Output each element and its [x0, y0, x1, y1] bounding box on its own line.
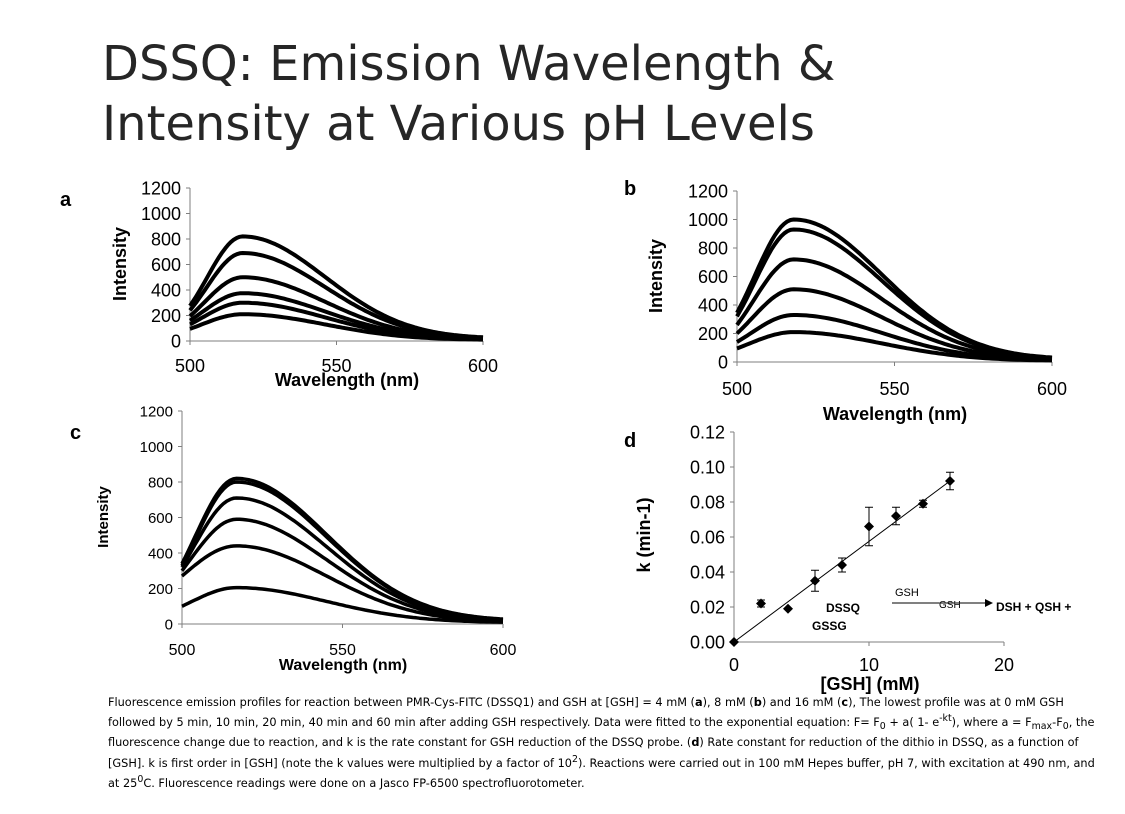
y-tick-label-a: 1000 [141, 204, 181, 224]
panel-label-c: c [70, 422, 82, 444]
y-tick-label-a: 0 [171, 331, 181, 351]
x-tick-label-d: 0 [729, 655, 739, 675]
reaction-arrow-sub-overlay: GSH [939, 600, 961, 611]
y-tick-label-a: 200 [151, 306, 181, 326]
y-axis-label-d: k (min-1) [634, 497, 654, 572]
x-tick-label-c: 600 [490, 642, 517, 659]
y-tick-label-c: 0 [165, 616, 173, 633]
y-tick-label-d: 0.04 [690, 562, 725, 582]
chart-d: 0.00 0.02 0.04 0.06 0.08 0.10 0.12 0 10 20 [GSH] (… [634, 422, 1014, 694]
y-tick-label-d: 0.10 [690, 457, 725, 477]
x-axis-label-c: Wavelength (nm) [279, 657, 407, 674]
data-point-6 [891, 511, 901, 521]
panel-label-a: a [60, 189, 72, 211]
y-tick-label-d: 0.12 [690, 422, 725, 442]
y-tick-label-b: 1200 [688, 181, 728, 201]
x-axis-label-a: Wavelength (nm) [275, 370, 419, 390]
y-tick-label-b: 200 [698, 324, 728, 344]
data-point-1 [756, 598, 766, 609]
y-tick-label-c: 400 [148, 545, 173, 562]
emission-curve-c-1 [180, 544, 504, 624]
reaction-scheme: DSSQ GSH GSH GSH DSH + QSH + GSSG [812, 587, 1071, 633]
y-axis-label-c: Intensity [95, 486, 112, 548]
emission-curve-b-5 [735, 217, 1053, 360]
y-tick-label-c: 200 [148, 581, 173, 598]
data-point-8 [945, 476, 955, 486]
reaction-products: DSH + QSH + [996, 600, 1071, 614]
y-tick-label-d: 0.06 [690, 527, 725, 547]
y-tick-label-b: 0 [718, 352, 728, 372]
reaction-arrow-sub: GSH [939, 600, 961, 611]
figure-caption: Fluorescence emission profiles for react… [108, 696, 1095, 790]
y-tick-label-a: 400 [151, 280, 181, 300]
chart-b: 0 200 400 600 800 1000 1200 500 550 600 Wavelength… [646, 181, 1067, 424]
title-line-2: Intensity at Various pH Levels [102, 96, 815, 152]
reaction-arrow-head [985, 599, 993, 607]
reaction-reactant: DSSQ [826, 601, 860, 615]
data-point-2 [783, 603, 793, 614]
panel-label-d: d [624, 430, 637, 452]
x-tick-label-a: 550 [321, 356, 351, 376]
data-point-5 [864, 521, 874, 532]
data-point-4 [837, 560, 847, 570]
x-tick-label-d: 20 [994, 655, 1014, 675]
y-tick-label-c: 600 [148, 510, 173, 527]
x-tick-label-b: 600 [1037, 379, 1067, 399]
y-axis-label-b: Intensity [646, 239, 666, 313]
y-tick-label-b: 800 [698, 238, 728, 258]
chart-c: 0 200 400 600 800 1000 1200 500 550 600 Wavelength… [95, 403, 516, 674]
emission-curve-a-5 [188, 234, 484, 340]
y-tick-label-b: 400 [698, 295, 728, 315]
x-tick-label-a: 600 [468, 356, 498, 376]
title-line-1: DSSQ: Emission Wavelength & [102, 36, 836, 92]
reaction-arrow-label: GSH [895, 587, 919, 599]
y-tick-label-b: 600 [698, 267, 728, 287]
x-tick-label-c: 500 [169, 642, 196, 659]
emission-curve-c-5 [180, 476, 504, 621]
y-tick-label-d: 0.00 [690, 632, 725, 652]
panel-label-b: b [624, 178, 637, 200]
data-point-0 [729, 637, 739, 647]
y-tick-label-a: 800 [151, 229, 181, 249]
y-tick-label-d: 0.08 [690, 492, 725, 512]
y-tick-label-c: 800 [148, 474, 173, 491]
data-point-3 [810, 575, 820, 586]
x-tick-label-d: 10 [859, 655, 879, 675]
x-axis-label-b: Wavelength (nm) [823, 404, 967, 424]
reaction-byproduct: GSSG [812, 619, 847, 633]
emission-curve-c-0 [181, 585, 503, 624]
x-tick-label-c: 550 [329, 642, 356, 659]
x-tick-label-b: 500 [722, 379, 752, 399]
y-tick-label-c: 1200 [140, 403, 173, 420]
page-title: DSSQ: Emission Wavelength & Intensity at… [102, 34, 1082, 154]
chart-a: 0 200 400 600 800 1000 1200 500 550 600 Wavelength… [110, 178, 498, 390]
data-point-7 [918, 498, 928, 509]
y-tick-label-d: 0.02 [690, 597, 725, 617]
y-tick-label-c: 1000 [140, 439, 173, 456]
x-tick-label-a: 500 [175, 356, 205, 376]
emission-curve-b-2 [735, 287, 1053, 362]
y-axis-label-a: Intensity [110, 227, 130, 301]
y-tick-label-a: 600 [151, 255, 181, 275]
y-tick-label-a: 1200 [141, 178, 181, 198]
emission-curve-c-3 [180, 496, 504, 622]
x-tick-label-b: 550 [879, 379, 909, 399]
x-axis-label-d: [GSH] (mM) [821, 674, 920, 694]
y-tick-label-b: 1000 [688, 210, 728, 230]
emission-curve-b-3 [735, 257, 1053, 361]
